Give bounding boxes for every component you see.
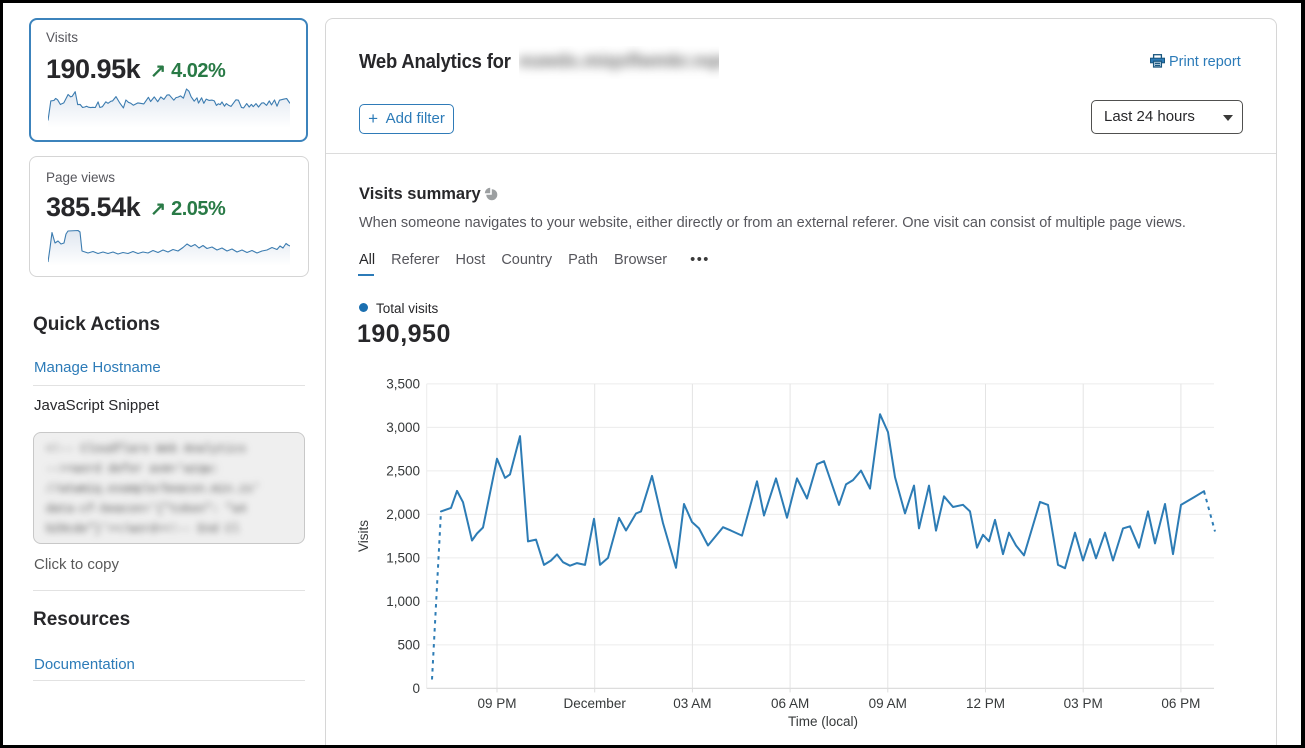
svg-text:3,000: 3,000 — [386, 420, 420, 435]
svg-text:2,000: 2,000 — [386, 507, 420, 522]
svg-text:3,500: 3,500 — [386, 377, 420, 392]
svg-text:03 PM: 03 PM — [1064, 696, 1103, 711]
svg-text:09 AM: 09 AM — [869, 696, 907, 711]
svg-text:500: 500 — [397, 638, 420, 653]
svg-text:06 PM: 06 PM — [1161, 696, 1200, 711]
svg-text:2,500: 2,500 — [386, 464, 420, 479]
svg-text:December: December — [564, 696, 627, 711]
svg-text:Visits: Visits — [356, 520, 371, 552]
svg-text:1,000: 1,000 — [386, 594, 420, 609]
svg-text:06 AM: 06 AM — [771, 696, 809, 711]
svg-text:Time (local): Time (local) — [788, 714, 858, 729]
svg-text:09 PM: 09 PM — [477, 696, 516, 711]
svg-text:1,500: 1,500 — [386, 551, 420, 566]
svg-text:03 AM: 03 AM — [673, 696, 711, 711]
svg-text:12 PM: 12 PM — [966, 696, 1005, 711]
svg-text:0: 0 — [412, 681, 420, 696]
